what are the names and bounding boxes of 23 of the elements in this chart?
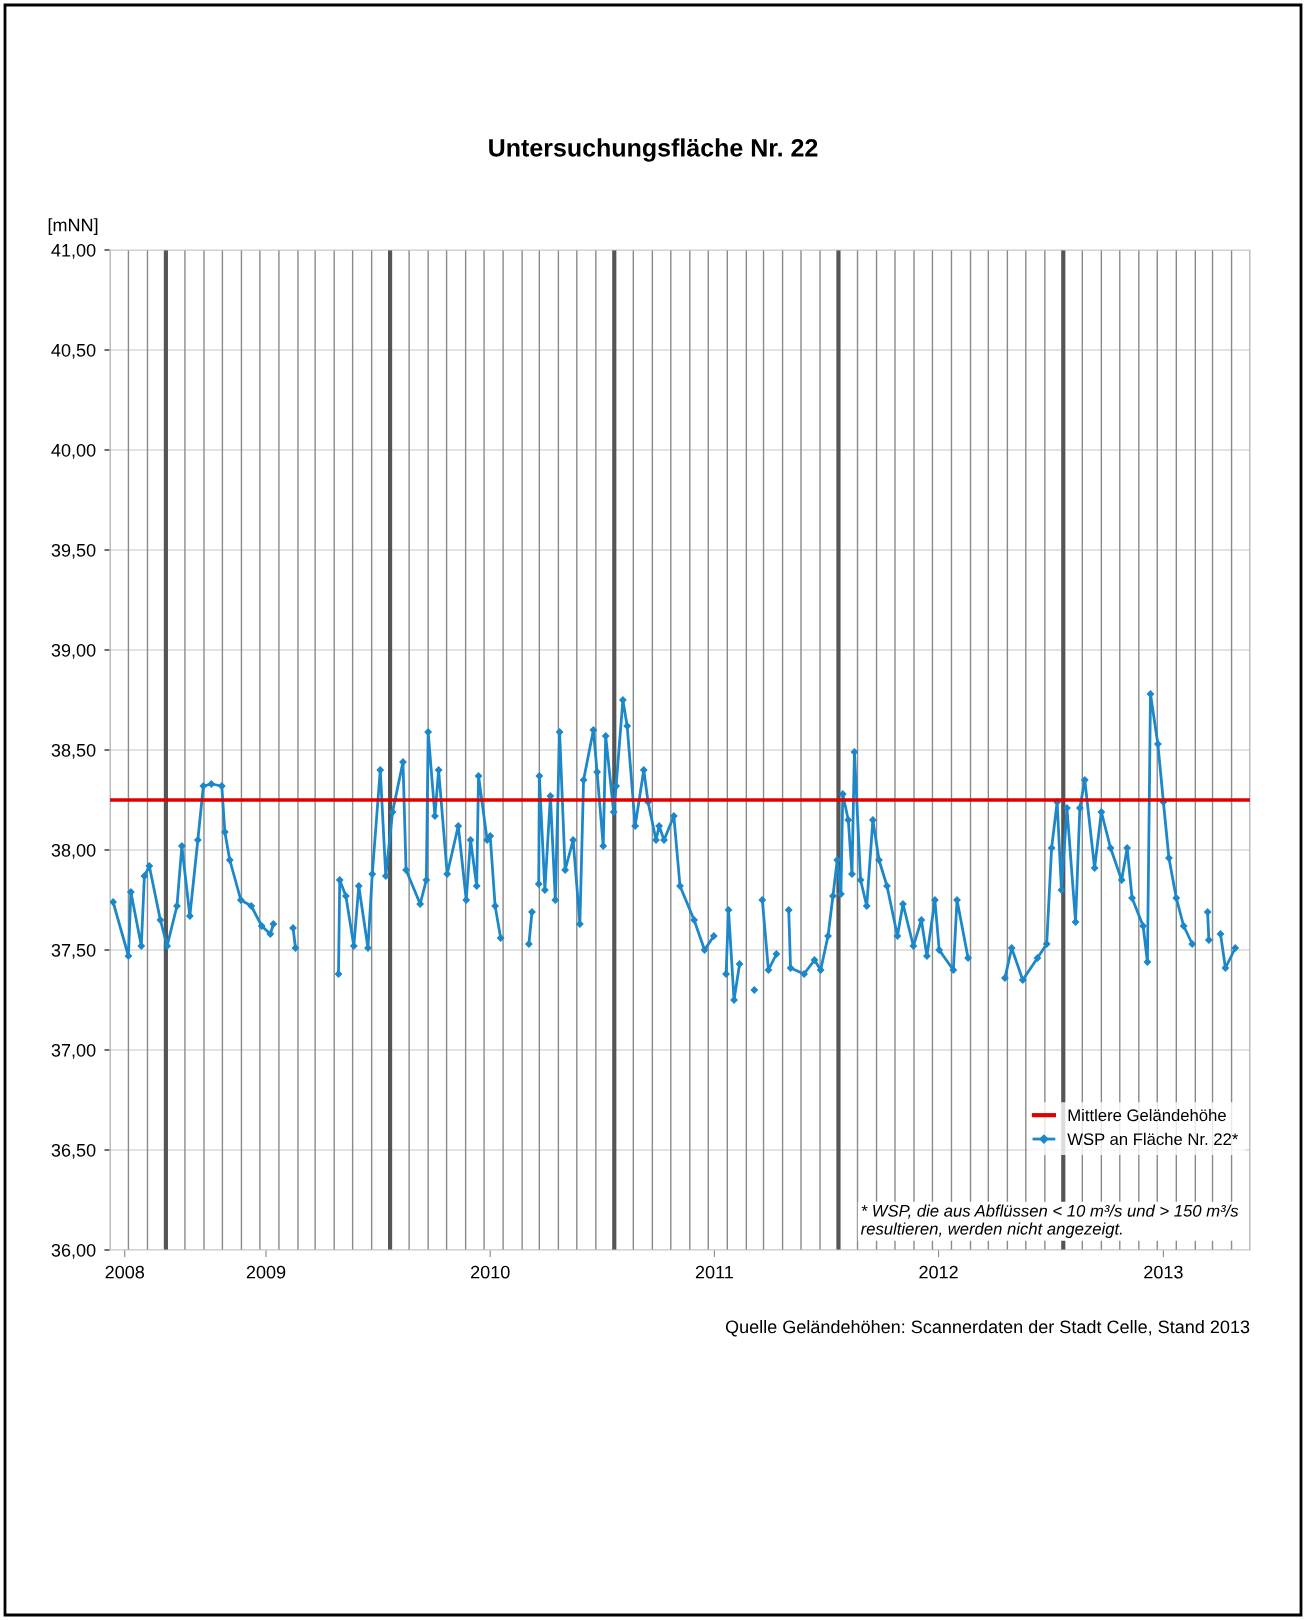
y-tick-label: 38,50 bbox=[51, 743, 96, 759]
legend-label: WSP an Fläche Nr. 22* bbox=[1067, 1132, 1239, 1146]
x-tick-label: 2013 bbox=[1144, 1265, 1183, 1279]
chart-title: Untersuchungsfläche Nr. 22 bbox=[489, 138, 818, 162]
y-tick-label: 40,00 bbox=[51, 443, 96, 459]
y-tick-label: 41,00 bbox=[51, 243, 96, 259]
source-note: Quelle Geländehöhen: Scannerdaten der Stadt Celle, Stand 2013 bbox=[725, 1320, 1250, 1337]
y-tick-label: 36,00 bbox=[51, 1243, 96, 1259]
y-tick-label: 39,00 bbox=[51, 643, 96, 659]
y-tick-label: 37,50 bbox=[51, 943, 96, 959]
x-tick-label: 2011 bbox=[695, 1265, 733, 1279]
x-tick-label: 2008 bbox=[105, 1265, 145, 1279]
y-tick-label: 36,50 bbox=[51, 1143, 96, 1159]
y-tick-label: 38,00 bbox=[51, 843, 96, 859]
legend-label: Mittlere Geländehöhe bbox=[1068, 1108, 1226, 1122]
x-tick-label: 2012 bbox=[919, 1265, 958, 1279]
annotation: * WSP, die aus Abflüssen < 10 m³/s und > 150 m³/s resultieren, werden nicht angezeigt. bbox=[860, 1204, 1239, 1238]
x-tick-label: 2009 bbox=[246, 1265, 286, 1279]
y-axis-title: [mNN] bbox=[48, 218, 98, 235]
y-tick-label: 37,00 bbox=[51, 1043, 96, 1059]
x-tick-label: 2010 bbox=[471, 1265, 510, 1279]
y-tick-label: 39,50 bbox=[51, 543, 96, 559]
y-tick-label: 40,50 bbox=[51, 343, 96, 359]
